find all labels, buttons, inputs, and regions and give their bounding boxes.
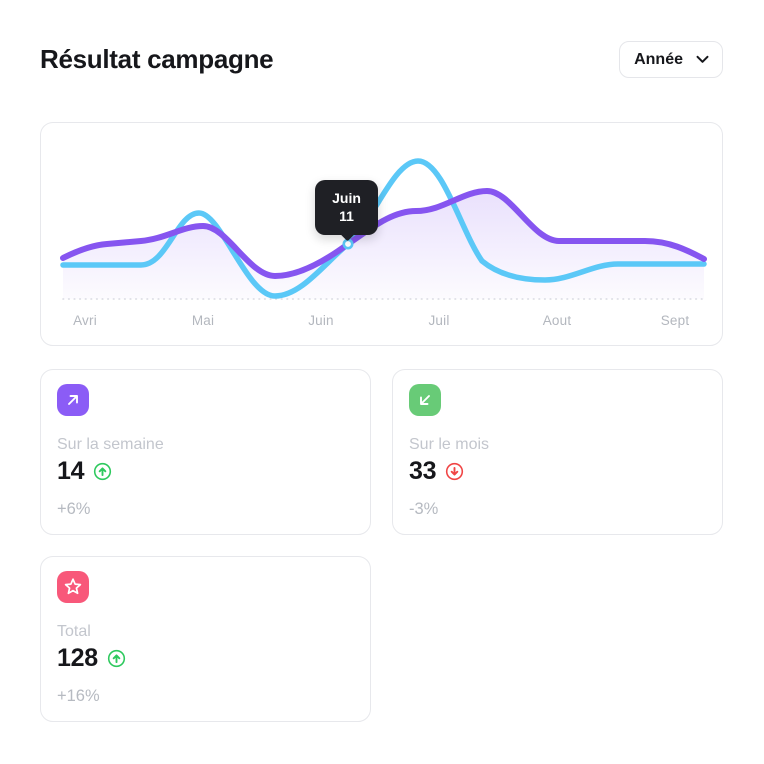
period-select-label: Année <box>634 50 683 68</box>
chevron-down-icon <box>696 55 709 63</box>
stat-label: Sur le mois <box>409 436 490 453</box>
stat-value: 128 <box>57 643 98 672</box>
header: Résultat campagne Année <box>40 41 723 78</box>
stat-change: +16% <box>57 687 100 705</box>
stat-value: 14 <box>57 456 85 485</box>
tooltip-month: Juin <box>332 190 361 206</box>
trend-up-icon <box>107 649 125 667</box>
chart-card: Juin 11 Avri Mai Juin Juil Aout Sept <box>40 122 723 346</box>
page-title: Résultat campagne <box>40 44 274 74</box>
stat-card-month: Sur le mois 33 -3% <box>392 369 723 535</box>
primary-series-area <box>63 191 704 299</box>
star-icon <box>57 571 89 603</box>
stat-value: 33 <box>409 456 437 485</box>
stat-change: -3% <box>409 500 439 518</box>
chart-point-marker <box>342 238 354 250</box>
trend-down-icon <box>446 462 464 480</box>
chart-tooltip: Juin 11 <box>315 180 378 242</box>
stat-card-total: Total 128 +16% <box>40 556 371 722</box>
trend-up-icon <box>94 462 112 480</box>
stat-card-week: Sur la semaine 14 +6% <box>40 369 371 535</box>
arrow-up-right-icon <box>57 384 89 416</box>
campaign-chart-plot[interactable] <box>41 123 723 346</box>
stat-label: Total <box>57 623 91 640</box>
stat-change: +6% <box>57 500 91 518</box>
dashboard-page: Résultat campagne Année Juin 11 <box>40 41 723 722</box>
arrow-down-left-icon <box>409 384 441 416</box>
tooltip-day: 11 <box>339 208 354 224</box>
stat-label: Sur la semaine <box>57 436 164 453</box>
period-select-button[interactable]: Année <box>619 41 723 78</box>
stat-cards: Sur la semaine 14 +6% Sur le mois 33 <box>40 369 723 722</box>
